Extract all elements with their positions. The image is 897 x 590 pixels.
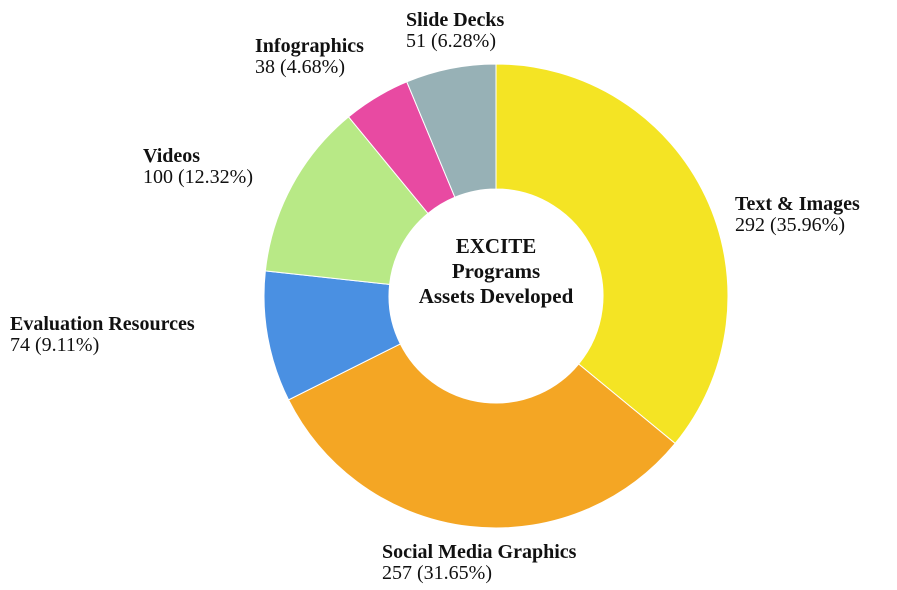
slice-social-media-graphics [287, 343, 676, 529]
center-title: EXCITE Programs Assets Developed [419, 234, 574, 308]
slice-label-name: Text & Images [735, 193, 860, 215]
slice-label-value: 257 (31.65%) [382, 562, 492, 584]
slice-label-name: Evaluation Resources [10, 313, 195, 335]
slice-label-value: 292 (35.96%) [735, 214, 845, 236]
donut-slices [263, 63, 729, 529]
slice-label-name: Social Media Graphics [382, 541, 577, 563]
center-title-line-2: Programs [452, 259, 540, 283]
slice-videos [264, 116, 429, 285]
slice-label-value: 74 (9.11%) [10, 334, 99, 356]
slice-text-images [495, 63, 729, 445]
slice-label-name: Slide Decks [406, 9, 505, 31]
center-title-line-3: Assets Developed [419, 284, 574, 308]
slice-label-value: 38 (4.68%) [255, 56, 345, 78]
slice-label-name: Infographics [255, 35, 364, 57]
slice-label-value: 51 (6.28%) [406, 30, 496, 52]
slice-label-value: 100 (12.32%) [143, 166, 253, 188]
slice-label-name: Videos [143, 145, 200, 167]
center-title-line-1: EXCITE [456, 234, 537, 258]
slice-slide-decks [406, 63, 497, 198]
